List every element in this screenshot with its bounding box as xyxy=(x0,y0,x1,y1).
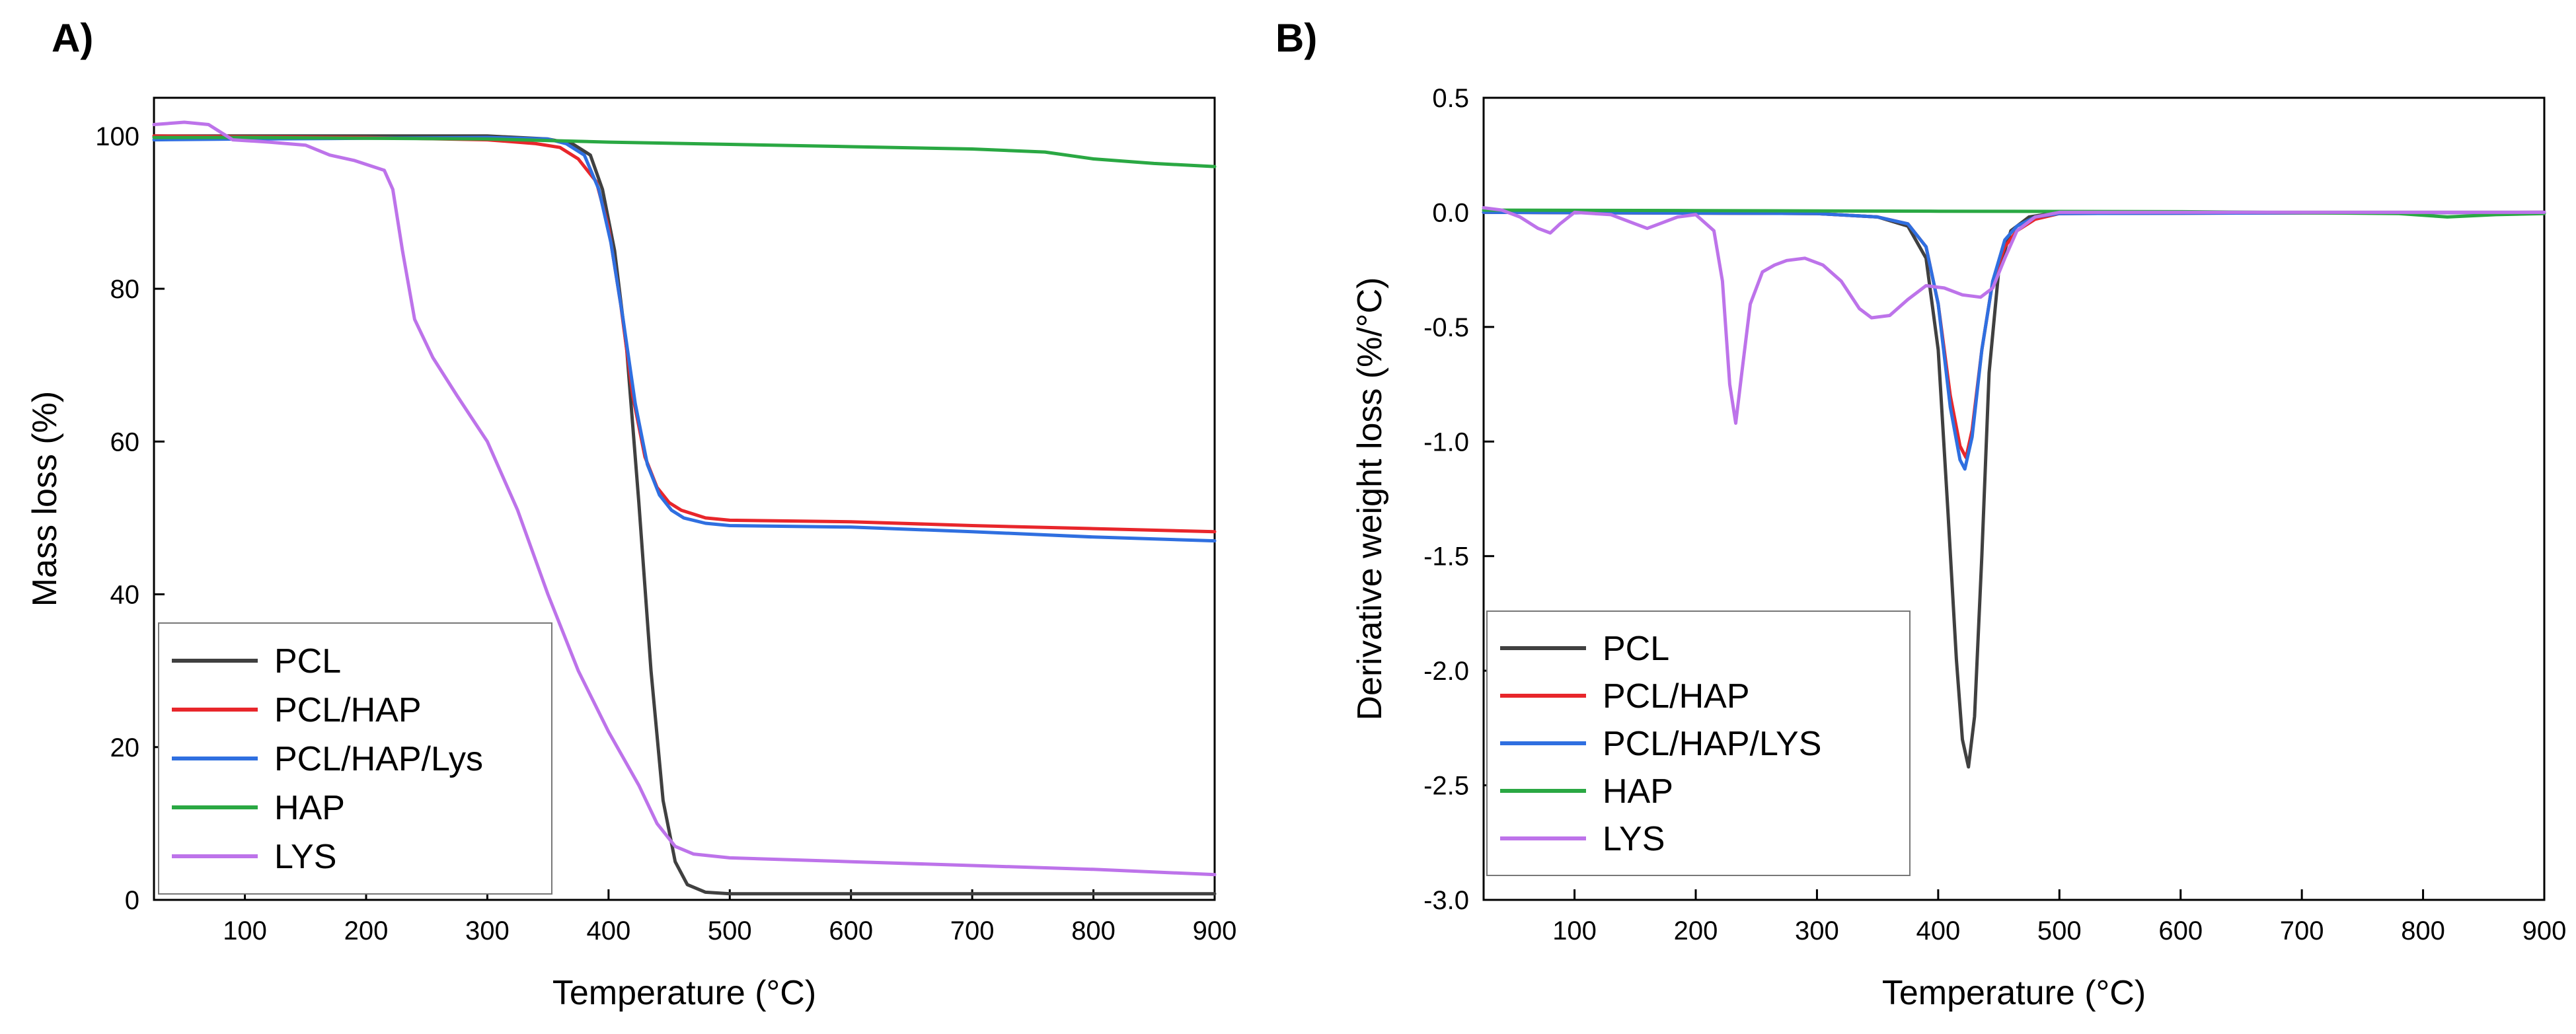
panel-a-x-tick-label: 500 xyxy=(708,916,752,945)
panel-a-series xyxy=(152,120,1217,896)
panel-b-series-pcl-hap-lys xyxy=(1482,210,2546,471)
panel-a-y-ticks: 0 20 40 60 80 100 xyxy=(95,122,165,915)
panel-b-x-ticks: 100 200 300 400 500 600 700 800 900 xyxy=(1552,889,2566,945)
panel-a-x-tick-label: 600 xyxy=(829,916,873,945)
panel-b-label: B) xyxy=(1275,16,1317,60)
panel-a-x-axis-label: Temperature (°C) xyxy=(552,974,816,1012)
panel-a-legend: PCL PCL/HAP PCL/HAP/Lys HAP LYS xyxy=(158,622,552,895)
panel-b-series-lys xyxy=(1482,206,2546,425)
panel-b-plot-frame xyxy=(1482,96,2546,901)
panel-b-x-tick-label: 800 xyxy=(2401,916,2445,945)
panel-b-y-tick-label: 0.5 xyxy=(1432,84,1469,113)
panel-b-legend-label-pcl-hap: PCL/HAP xyxy=(1603,677,1750,716)
panel-a-y-tick-label: 20 xyxy=(110,733,140,762)
panel-a-x-ticks: 100 200 300 400 500 600 700 800 900 xyxy=(223,889,1236,945)
panel-a-x-tick-label: 100 xyxy=(223,916,267,945)
panel-a-y-tick-label: 0 xyxy=(125,886,139,915)
panel-b-x-tick-label: 600 xyxy=(2158,916,2203,945)
panel-a-series-hap xyxy=(152,135,1217,168)
panel-b-y-tick-label: -0.5 xyxy=(1423,313,1469,342)
panel-b: B) Derivative weight loss (%/°C) Tempera… xyxy=(1275,16,2566,1012)
panel-a-legend-label-pcl-hap: PCL/HAP xyxy=(274,691,422,729)
panel-a-legend-label-pcl: PCL xyxy=(274,642,341,681)
panel-b-x-axis-label: Temperature (°C) xyxy=(1882,974,2146,1012)
panel-a-series-lys xyxy=(152,120,1217,877)
panel-a-legend-label-lys: LYS xyxy=(274,838,336,876)
panel-b-series xyxy=(1482,206,2546,769)
panel-b-x-tick-label: 400 xyxy=(1916,916,1960,945)
panel-b-series-pcl-hap xyxy=(1482,210,2546,460)
panel-a-x-tick-label: 300 xyxy=(465,916,510,945)
panel-b-y-tick-label: -1.5 xyxy=(1423,542,1469,572)
panel-a-y-tick-label: 60 xyxy=(110,427,140,457)
panel-a-legend-label-pcl-hap-lys: PCL/HAP/Lys xyxy=(274,740,483,778)
panel-b-x-tick-label: 900 xyxy=(2522,916,2567,945)
panel-b-legend-label-pcl-hap-lys: PCL/HAP/LYS xyxy=(1603,725,1821,763)
panel-a-y-tick-label: 80 xyxy=(110,275,140,304)
panel-b-x-tick-label: 300 xyxy=(1795,916,1839,945)
panel-b-legend-label-hap: HAP xyxy=(1603,772,1673,811)
panel-b-x-tick-label: 500 xyxy=(2037,916,2082,945)
panel-b-y-tick-label: -1.0 xyxy=(1423,427,1469,457)
panel-b-y-ticks: -3.0 -2.5 -2.0 -1.5 -1.0 -0.5 0.0 0.5 xyxy=(1423,84,1494,915)
panel-b-y-axis-label: Derivative weight loss (%/°C) xyxy=(1351,277,1389,721)
panel-b-y-tick-label: 0.0 xyxy=(1432,198,1469,227)
panel-b-legend-label-lys: LYS xyxy=(1603,820,1665,858)
panel-a-label: A) xyxy=(52,16,93,60)
panel-a-legend-label-hap: HAP xyxy=(274,789,345,827)
panel-a-x-tick-label: 400 xyxy=(586,916,630,945)
panel-b-x-tick-label: 700 xyxy=(2280,916,2324,945)
panel-b-x-tick-label: 100 xyxy=(1552,916,1597,945)
panel-a-x-tick-label: 700 xyxy=(950,916,995,945)
panel-a-y-axis-label: Mass loss (%) xyxy=(26,391,64,607)
panel-a-series-pcl-hap-lys xyxy=(152,135,1217,543)
panel-b-legend: PCL PCL/HAP PCL/HAP/LYS HAP LYS xyxy=(1486,610,1911,876)
panel-b-y-tick-label: -3.0 xyxy=(1423,886,1469,915)
panel-a-series-pcl-hap xyxy=(152,134,1217,534)
panel-a-y-tick-label: 100 xyxy=(95,122,139,151)
panel-a-x-tick-label: 900 xyxy=(1193,916,1237,945)
panel-b-y-tick-label: -2.5 xyxy=(1423,772,1469,801)
panel-a: A) Mass loss (%) Temperature (°C) 100 200… xyxy=(26,16,1236,1012)
panel-a-x-tick-label: 200 xyxy=(344,916,389,945)
panel-b-legend-label-pcl: PCL xyxy=(1603,630,1669,668)
panel-a-plot-frame xyxy=(153,96,1216,901)
panel-a-x-tick-label: 800 xyxy=(1071,916,1116,945)
panel-b-y-tick-label: -2.0 xyxy=(1423,657,1469,686)
panel-b-x-tick-label: 200 xyxy=(1674,916,1718,945)
panel-a-y-tick-label: 40 xyxy=(110,581,140,610)
